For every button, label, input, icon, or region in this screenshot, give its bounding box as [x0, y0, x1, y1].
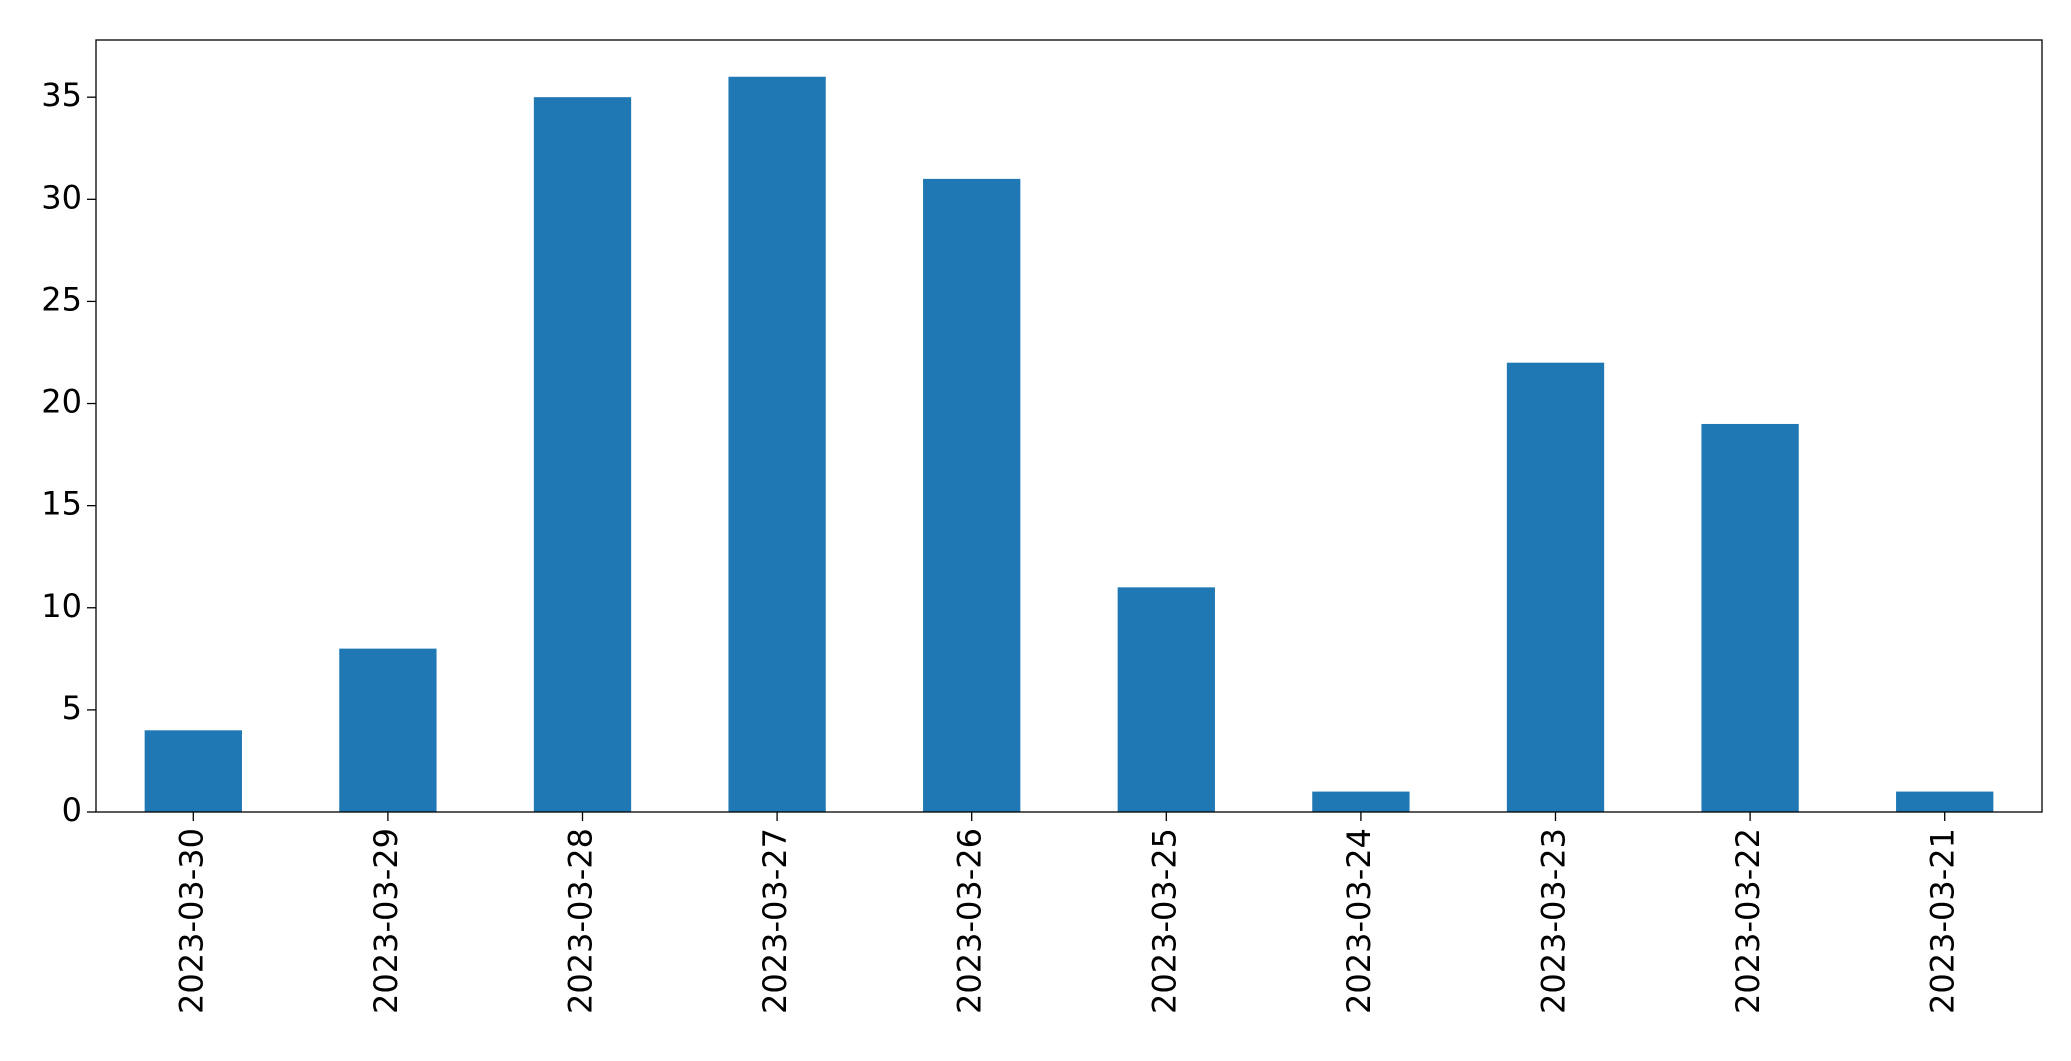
- x-tick-label: 2023-03-28: [562, 828, 600, 1014]
- y-tick-label: 35: [41, 76, 82, 114]
- x-tick-label: 2023-03-26: [951, 828, 989, 1014]
- x-tick-label: 2023-03-22: [1729, 828, 1767, 1014]
- bar: [923, 178, 1021, 813]
- x-tick-label: 2023-03-30: [172, 828, 210, 1014]
- bar: [339, 648, 437, 812]
- y-tick-label: 20: [41, 383, 82, 421]
- y-tick-label: 0: [62, 791, 82, 829]
- bar: [144, 730, 242, 812]
- plot-frame: [95, 39, 2043, 813]
- y-tick-label: 15: [41, 485, 82, 523]
- bar: [533, 97, 632, 813]
- y-tick-label: 5: [62, 689, 82, 727]
- y-tick-label: 25: [41, 280, 82, 318]
- bar: [1701, 423, 1799, 812]
- y-tick-label: 30: [41, 178, 82, 216]
- y-tick-label: 10: [41, 587, 82, 625]
- bar: [1896, 791, 1994, 812]
- bar: [1312, 791, 1410, 812]
- x-tick-label: 2023-03-24: [1340, 828, 1378, 1014]
- x-tick-label: 2023-03-27: [756, 828, 794, 1014]
- x-tick-label: 2023-03-21: [1924, 828, 1962, 1014]
- bar: [1117, 587, 1215, 812]
- x-tick-label: 2023-03-23: [1535, 828, 1573, 1014]
- x-tick-label: 2023-03-29: [367, 828, 405, 1014]
- bar: [1506, 362, 1605, 812]
- x-tick-label: 2023-03-25: [1145, 828, 1183, 1014]
- bar: [728, 76, 826, 812]
